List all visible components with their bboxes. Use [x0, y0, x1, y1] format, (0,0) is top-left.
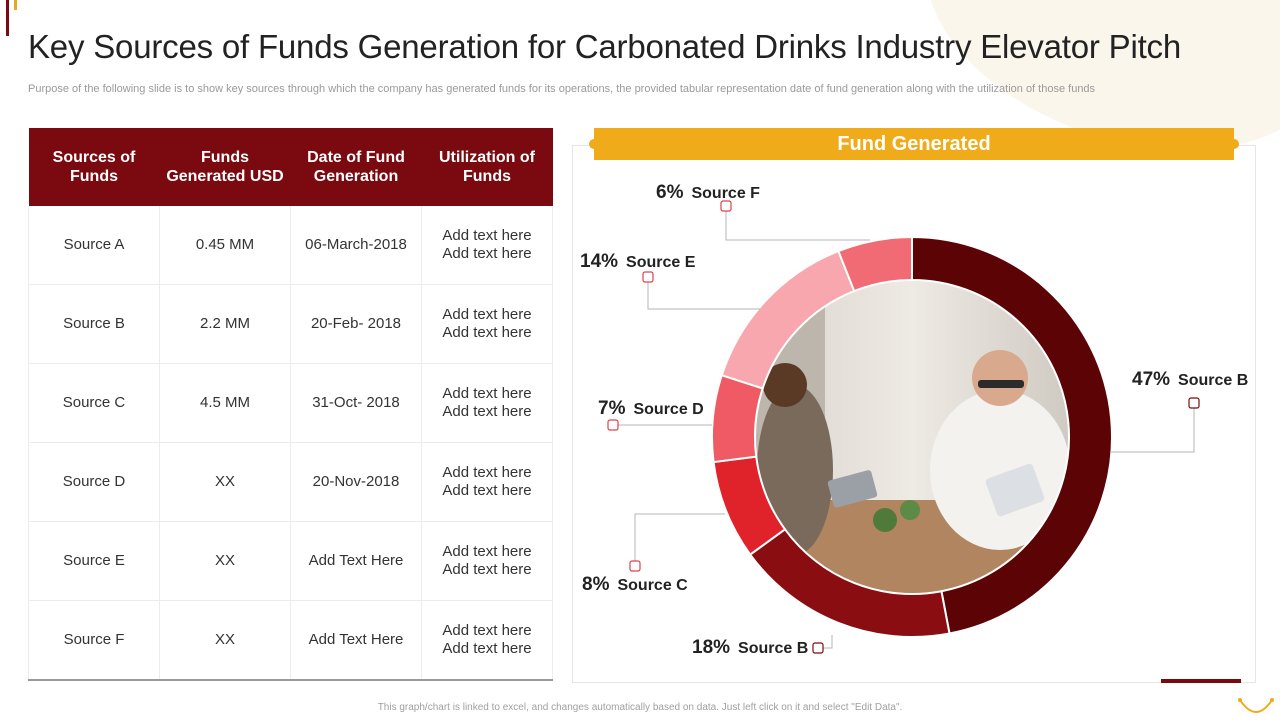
cell-date: Add Text Here [290, 600, 422, 681]
slice-value-label: 8% [582, 574, 610, 595]
bottom-accent-bar [1161, 679, 1241, 683]
table-row: Source F XX Add Text Here Add text here A… [28, 600, 553, 681]
callout-marker [629, 560, 641, 572]
donut-slices [711, 235, 1113, 638]
cell-source: Source B [28, 284, 160, 364]
cell-source: Source F [28, 600, 160, 681]
chart-title-banner: Fund Generated [589, 128, 1239, 160]
donut-slice-source-f [837, 235, 913, 293]
cell-date: 20-Feb- 2018 [290, 284, 422, 364]
cell-funds: 2.2 MM [159, 284, 291, 364]
slice-category-label: Source C [617, 577, 688, 594]
slice-label: 18% Source B [692, 637, 808, 658]
top-accent-bar [6, 0, 9, 36]
cell-utilization: Add text here Add text here [421, 521, 553, 601]
cell-funds: 4.5 MM [159, 363, 291, 443]
slice-value-label: 7% [598, 398, 626, 419]
util-line: Add text here [442, 561, 532, 578]
cell-utilization: Add text here Add text here [421, 600, 553, 681]
cell-source: Source D [28, 442, 160, 522]
slice-label: 47% Source B [1132, 369, 1248, 390]
table-row: Source E XX Add Text Here Add text here A… [28, 521, 553, 601]
cell-utilization: Add text here Add text here [421, 284, 553, 364]
donut-slice-source-b [911, 235, 1113, 635]
donut-slice-source-d [711, 373, 764, 464]
table-row: Source D XX 20-Nov-2018 Add text here Add… [28, 442, 553, 522]
slice-label: 7% Source D [598, 398, 704, 419]
banner-cap-right [1229, 139, 1239, 149]
callout-marker [720, 200, 732, 212]
slice-category-label: Source B [738, 640, 808, 657]
slice-label: 6% Source F [656, 182, 760, 203]
callout-line [647, 277, 760, 310]
slice-category-label: Source E [626, 254, 696, 271]
header-sources: Sources of Funds [28, 128, 160, 206]
cell-date: 31-Oct- 2018 [290, 363, 422, 443]
slice-label: 8% Source C [582, 574, 688, 595]
util-line: Add text here [442, 640, 532, 657]
chart-title: Fund Generated [837, 133, 991, 155]
footer-note: This graph/chart is linked to excel, and… [377, 702, 903, 713]
cell-utilization: Add text here Add text here [421, 442, 553, 522]
table-row: Source C 4.5 MM 31-Oct- 2018 Add text he… [28, 363, 553, 443]
slice-category-label: Source D [633, 401, 703, 418]
header-utilization: Utilization of Funds [421, 128, 553, 206]
cell-utilization: Add text here Add text here [421, 363, 553, 443]
table-header-row: Sources of Funds Funds Generated USD Dat… [28, 128, 553, 206]
top-accent-bar-gold [14, 0, 17, 10]
callout-marker [812, 642, 824, 654]
callout-marker [607, 419, 619, 431]
cell-source: Source A [28, 206, 160, 285]
slice-value-label: 14% [580, 251, 618, 272]
slice-category-label: Source B [1178, 372, 1248, 389]
util-line: Add text here [442, 227, 532, 244]
page-title: Key Sources of Funds Generation for Carb… [28, 28, 1182, 65]
cell-date: 20-Nov-2018 [290, 442, 422, 522]
cell-date: Add Text Here [290, 521, 422, 601]
util-line: Add text here [442, 306, 532, 323]
slice-value-label: 47% [1132, 369, 1170, 390]
util-line: Add text here [442, 464, 532, 481]
banner-cap-left [589, 139, 599, 149]
table-row: Source B 2.2 MM 20-Feb- 2018 Add text he… [28, 284, 553, 364]
slice-label: 14% Source E [580, 251, 696, 272]
callout-line [634, 513, 725, 566]
slice-category-label: Source F [691, 185, 760, 202]
util-line: Add text here [442, 482, 532, 499]
page-subtitle: Purpose of the following slide is to sho… [28, 83, 1096, 95]
table-row: Source A 0.45 MM 06-March-2018 Add text … [28, 206, 553, 285]
funds-table: Sources of Funds Funds Generated USD Dat… [28, 128, 553, 681]
meeting-photo [755, 280, 1069, 594]
util-line: Add text here [442, 622, 532, 639]
util-line: Add text here [442, 543, 532, 560]
cell-funds: XX [159, 600, 291, 681]
callout-marker [1188, 397, 1200, 409]
callout-marker [642, 271, 654, 283]
cell-funds: XX [159, 442, 291, 522]
cell-utilization: Add text here Add text here [421, 206, 553, 285]
callout-line [725, 206, 870, 241]
cell-source: Source E [28, 521, 160, 601]
cell-source: Source C [28, 363, 160, 443]
util-line: Add text here [442, 385, 532, 402]
util-line: Add text here [442, 403, 532, 420]
cell-funds: 0.45 MM [159, 206, 291, 285]
util-line: Add text here [442, 324, 532, 341]
callout-line [1110, 403, 1195, 453]
smile-logo-icon [1238, 698, 1274, 713]
slice-value-label: 6% [656, 182, 684, 203]
header-funds: Funds Generated USD [159, 128, 291, 206]
cell-funds: XX [159, 521, 291, 601]
slice-value-label: 18% [692, 637, 730, 658]
util-line: Add text here [442, 245, 532, 262]
donut-labels: 47% Source B 18% Source B 8% Source C 7% Source… [580, 182, 1248, 658]
header-date: Date of Fund Generation [290, 128, 422, 206]
cell-date: 06-March-2018 [290, 206, 422, 285]
